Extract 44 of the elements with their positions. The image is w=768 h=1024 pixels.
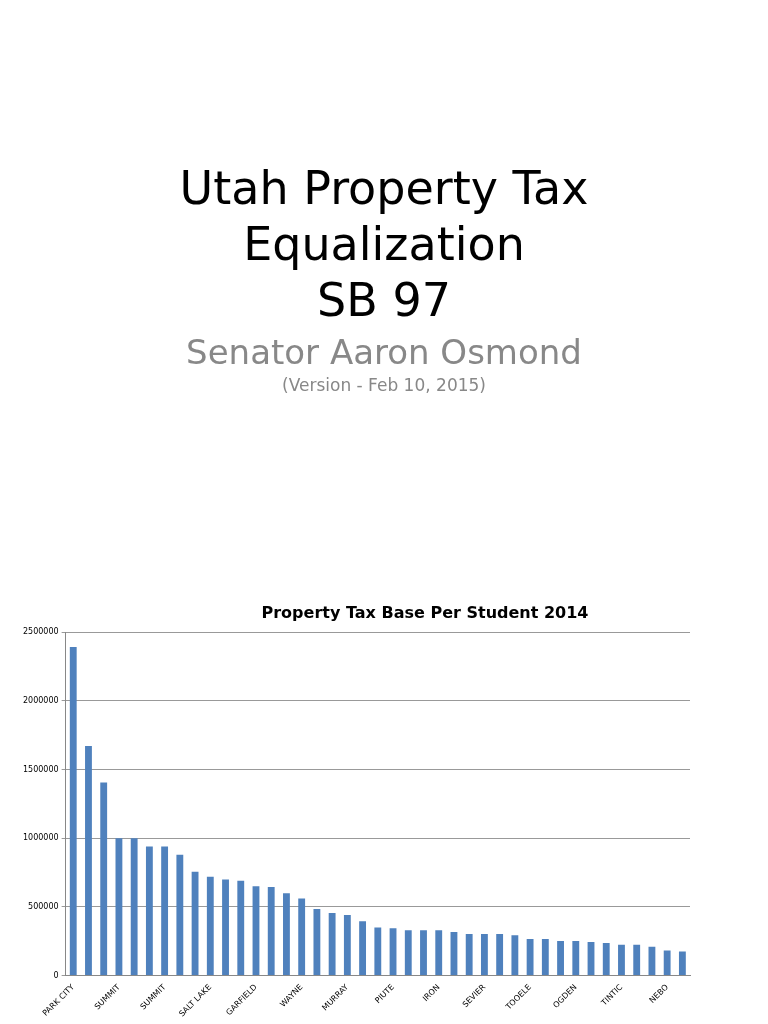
bar — [176, 854, 184, 976]
bar — [618, 944, 625, 976]
bar — [222, 879, 229, 976]
y-tick-label: 0 — [53, 970, 59, 980]
bar — [496, 933, 504, 976]
bar — [465, 933, 473, 976]
bar — [267, 886, 275, 976]
bar — [572, 940, 580, 976]
bar — [511, 935, 519, 976]
y-tick-label: 2000000 — [22, 695, 59, 705]
bar — [557, 940, 564, 976]
chart-title: Utah Property Tax Equalization SB 97 — [178, 160, 590, 328]
y-tick-label: 1500000 — [22, 764, 59, 774]
bar — [435, 930, 443, 976]
bar — [420, 930, 427, 976]
text: (Version - Feb 10, 2015) — [281, 375, 487, 395]
bar — [85, 746, 92, 976]
bar — [130, 838, 138, 976]
bar — [283, 893, 290, 976]
bar — [145, 846, 153, 976]
y-tick-label: 2500000 — [22, 627, 59, 637]
chart-subtitle: Senator Aaron Osmond — [185, 332, 583, 372]
bar — [678, 951, 686, 976]
bar — [313, 908, 321, 976]
bar — [663, 950, 671, 976]
bar — [69, 647, 77, 976]
bar — [298, 898, 306, 976]
bar — [359, 921, 367, 976]
bar — [480, 933, 488, 976]
text: Property Tax Base Per Student 2014 — [260, 603, 590, 622]
bar — [633, 944, 641, 976]
bar — [602, 942, 610, 976]
bar — [374, 927, 382, 976]
bar — [206, 876, 214, 976]
y-tick-label: 1000000 — [22, 833, 59, 843]
y-tick-label: 500000 — [28, 901, 59, 911]
bar — [161, 846, 169, 976]
bar — [237, 880, 245, 976]
bar — [328, 913, 336, 976]
bar — [343, 915, 351, 976]
bar — [541, 939, 549, 976]
bar — [100, 782, 108, 976]
bar — [404, 930, 412, 976]
bar — [526, 939, 534, 976]
